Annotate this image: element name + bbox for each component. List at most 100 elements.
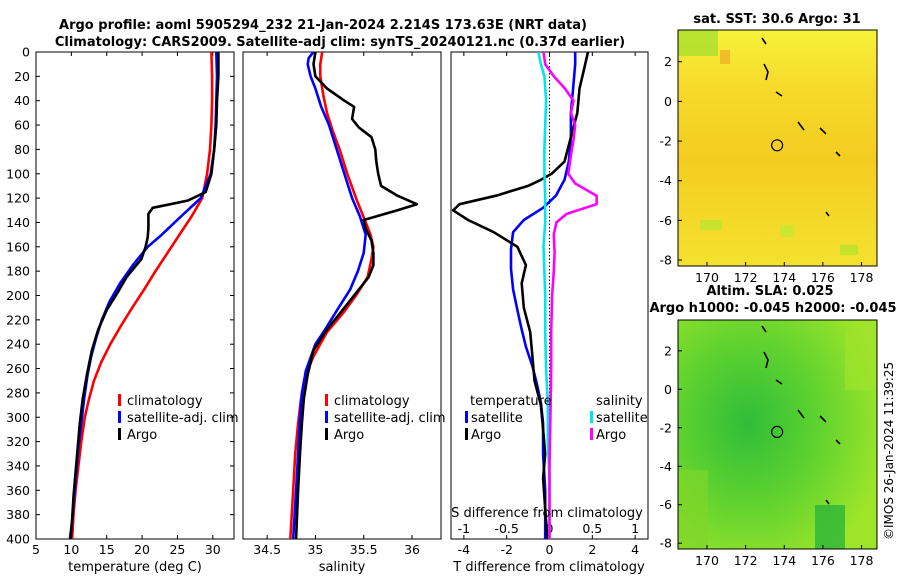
legend-label-climatology: climatology [334,394,410,409]
depth-tick-label: 160 [6,239,30,254]
temperature-tick-labels: 5 10 15 20 25 30 [32,52,221,557]
difference-series [451,52,598,539]
lon-tick-label: 170 [695,270,719,285]
sla-high-patch [845,330,877,390]
depth-tick-label: 220 [6,312,30,327]
sst-map-panel: sat. SST: 30.6 Argo: 31 170 172 174 176 178 … [660,12,878,285]
figure-title-line2: Climatology: CARS2009. Satellite-adj cli… [55,35,625,50]
t-difference-axis-label: T difference from climatology [452,560,645,575]
lat-tick-label: -8 [660,536,673,551]
temperature-axes-box [35,51,235,540]
s-diff-tick-label: -1 [458,521,470,536]
depth-tick-label: 40 [14,93,30,108]
legend-swatch-t-satellite [465,411,468,423]
legend-swatch-t-argo [465,428,468,440]
x-tick-label: 25 [169,542,185,557]
legend-label-t-argo: Argo [471,428,501,443]
sst-cool-patch [720,50,730,64]
legend-label-argo: Argo [334,428,364,443]
x-tick-label: 2 [588,542,596,557]
sla-map-panel: Altim. SLA: 0.025 Argo h1000: -0.045 h20… [649,284,896,568]
legend-title-temperature: temperature [470,394,552,409]
imos-watermark: ©IMOS 26-Jan-2024 11:39:25 [882,362,896,540]
x-tick-label: 10 [63,542,79,557]
legend-label-satellite: satellite-adj. clim [127,411,239,426]
salinity-panel: 34.5 35 35.5 36 salinity climatology satell… [242,51,446,575]
depth-tick-label: 140 [6,215,30,230]
legend-title-salinity: salinity [596,394,643,409]
x-tick-label: -2 [500,542,512,557]
sst-warm-patch [840,245,858,255]
sst-warm-patch [678,30,718,56]
sst-axes-box [677,29,878,267]
series-line-climatology [70,52,214,539]
depth-tick-label: 60 [14,118,30,133]
x-tick-label: 35.5 [350,542,378,557]
depth-tick-label: 0 [22,45,30,60]
lon-tick-label: 174 [772,553,796,568]
depth-tick-label: 100 [6,166,30,181]
depth-tick-label: 240 [6,337,30,352]
lon-tick-label: 178 [850,553,874,568]
lon-tick-label: 172 [734,553,758,568]
x-tick-label: 0 [546,542,554,557]
depth-tick-label: 80 [14,142,30,157]
lon-tick-label: 172 [734,270,758,285]
lon-tick-label: 170 [695,553,719,568]
sla-coastline [761,325,841,505]
depth-tick-label: 280 [6,385,30,400]
legend-swatch-s-argo [590,428,593,440]
depth-tick-label: 180 [6,264,30,279]
legend-swatch-climatology [118,394,121,406]
legend-label-satellite: satellite-adj. clim [334,411,446,426]
sst-warm-patch [700,220,722,230]
series-line-argo [69,52,220,539]
sla-map-subtitle: Argo h1000: -0.045 h2000: -0.045 [649,301,896,316]
lon-tick-label: 178 [850,270,874,285]
depth-tick-label: 20 [14,69,30,84]
s-diff-tick-label: 0.5 [582,521,602,536]
lat-tick-label: -6 [660,497,673,512]
difference-legend: temperature salinity satellite Argo sate… [465,394,648,443]
lat-tick-label: -2 [660,420,672,435]
depth-tick-label: 260 [6,361,30,376]
legend-swatch-argo [325,428,328,440]
temperature-series [68,52,220,539]
temperature-panel: 0204060801001201401601802002202402602803… [6,45,648,575]
sla-patch [678,470,708,549]
sst-map-title: sat. SST: 30.6 Argo: 31 [693,12,860,27]
sst-latitude-ticks: 2 0 -2 -4 -6 -8 [660,54,682,268]
s-diff-tick-label: -0.5 [494,521,518,536]
sst-coastline [761,37,841,217]
difference-panel: -4 -2 0 2 4 -1 -0.5 0 0.5 1 S difference from cl… [450,51,649,575]
depth-tick-label: 300 [6,410,30,425]
argo-float-marker [771,139,784,152]
depth-tick-label: 200 [6,288,30,303]
depth-tick-label: 400 [6,532,30,547]
x-tick-label: 34.5 [253,542,281,557]
lat-tick-label: -8 [660,253,673,268]
legend-label-s-argo: Argo [596,428,626,443]
salinity-tick-labels: 34.5 35 35.5 36 [253,52,420,557]
lon-tick-label: 174 [772,270,796,285]
legend-label-climatology: climatology [127,394,203,409]
lat-tick-label: 0 [664,382,672,397]
lat-tick-label: -6 [660,213,673,228]
legend-label-t-satellite: satellite [471,411,523,426]
lon-tick-label: 176 [811,270,835,285]
sla-longitude-ticks: 170 172 174 176 178 [695,545,874,568]
legend-swatch-satellite [118,411,121,423]
s-difference-axis-label: S difference from climatology [451,506,643,521]
legend-label-s-satellite: satellite [596,411,648,426]
x-tick-label: 4 [631,542,639,557]
lat-tick-label: 0 [664,94,672,109]
x-tick-label: 20 [134,542,150,557]
salinity-axis-label: salinity [319,560,366,575]
sst-longitude-ticks: 170 172 174 176 178 [695,262,874,285]
series-line-temperature-argo [451,52,590,539]
legend-label-argo: Argo [127,428,157,443]
sla-axes-box [677,319,878,550]
depth-tick-label: 340 [6,458,30,473]
t-difference-tick-labels: -4 -2 0 2 4 [458,52,639,557]
